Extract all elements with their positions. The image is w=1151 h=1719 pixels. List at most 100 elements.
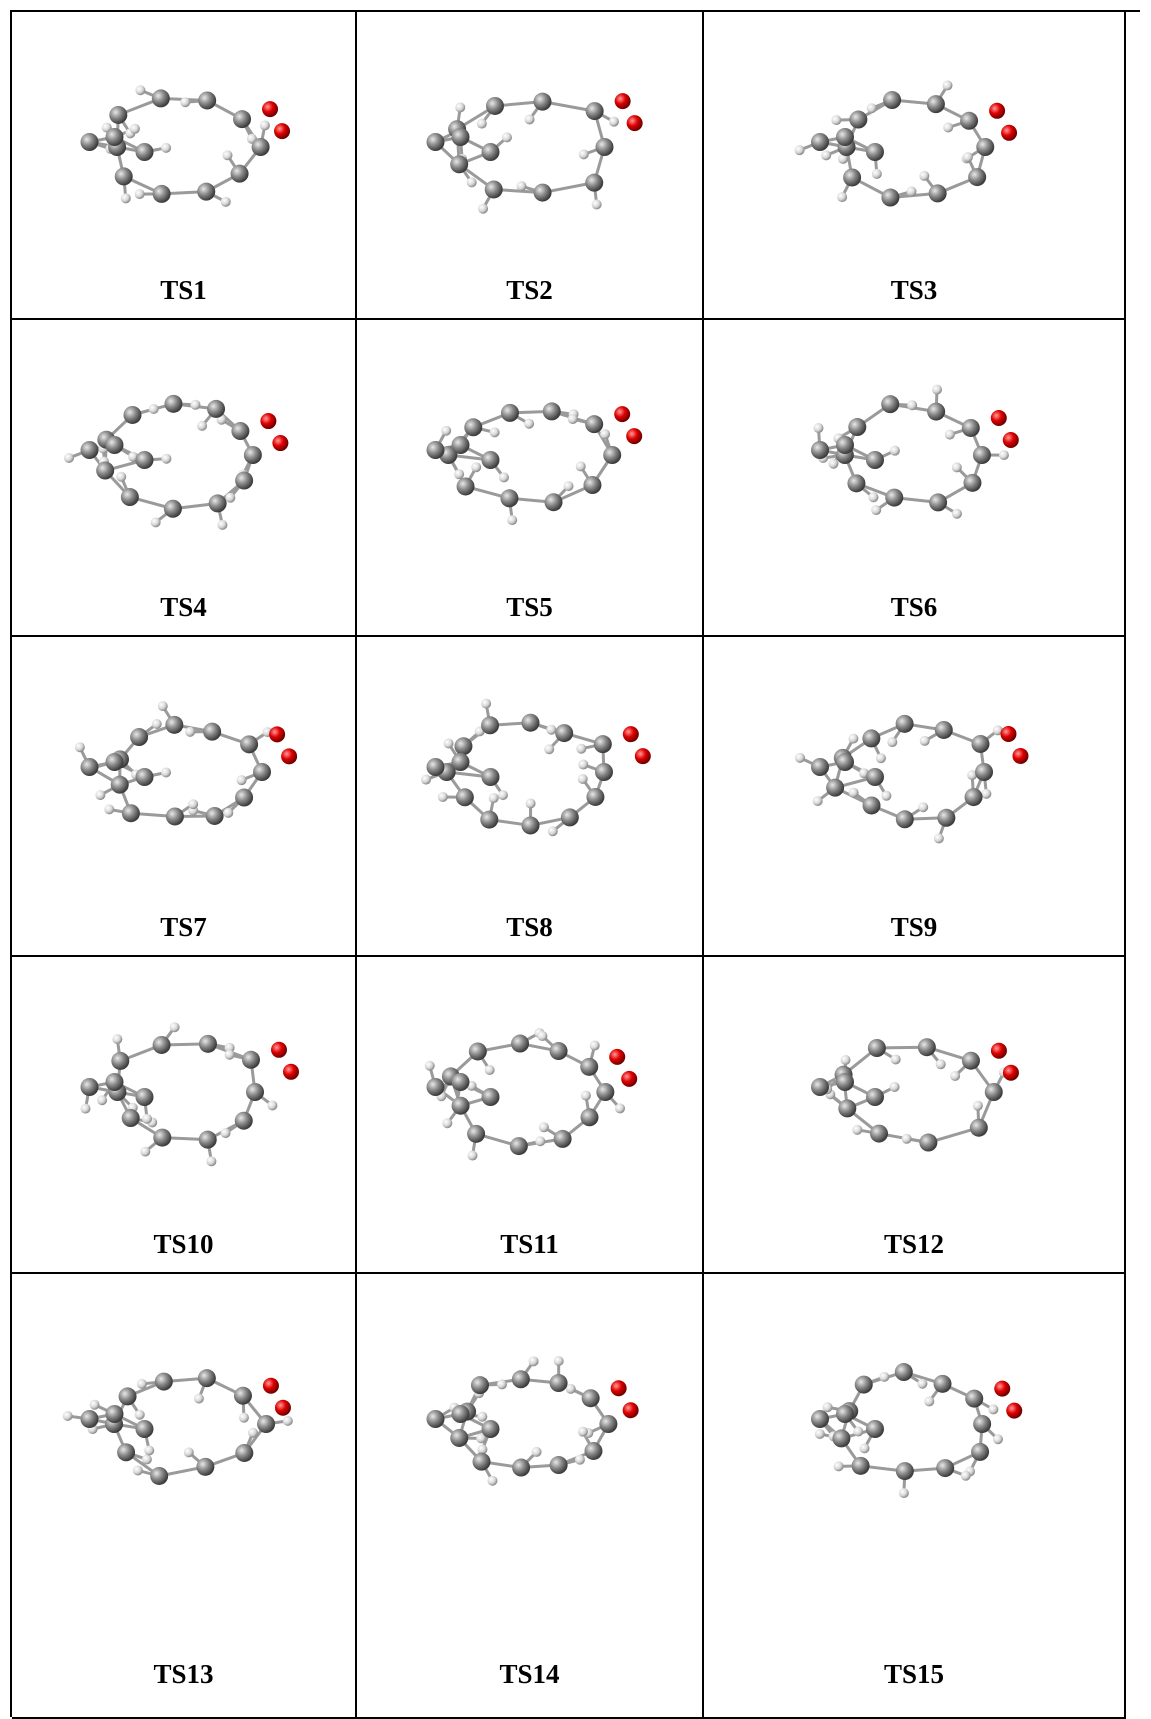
- carbon-atom: [117, 1443, 135, 1461]
- carbon-atom: [586, 102, 604, 120]
- hydrogen-atom: [907, 186, 917, 196]
- carbon-atom: [973, 1415, 991, 1433]
- carbon-atom: [836, 1073, 854, 1091]
- carbon-atom: [550, 1456, 568, 1474]
- carbon-atom: [838, 1099, 856, 1117]
- oxygen-atom: [281, 748, 297, 764]
- carbon-atom: [881, 189, 899, 207]
- hydrogen-atom: [952, 462, 962, 472]
- carbon-atom: [136, 1420, 154, 1438]
- molecule-structure: [12, 1274, 357, 1719]
- hydrogen-atom: [590, 1041, 600, 1051]
- hydrogen-atom: [260, 120, 270, 130]
- carbon-atom: [166, 807, 184, 825]
- structure-label: TS8: [357, 912, 702, 943]
- hydrogen-atom: [161, 143, 171, 153]
- hydrogen-atom: [223, 808, 233, 818]
- hydrogen-atom: [190, 400, 200, 410]
- hydrogen-atom: [197, 421, 207, 431]
- hydrogen-atom: [918, 802, 928, 812]
- hydrogen-atom: [237, 775, 247, 785]
- hydrogen-atom: [158, 701, 168, 711]
- carbon-atom: [233, 110, 251, 128]
- molecule-structure: [357, 1274, 704, 1719]
- oxygen-atom: [1012, 748, 1028, 764]
- carbon-atom: [150, 1467, 168, 1485]
- carbon-atom: [482, 1088, 500, 1106]
- hydrogen-atom: [813, 796, 823, 806]
- carbon-atom: [555, 724, 573, 742]
- carbon-atom: [121, 488, 139, 506]
- hydrogen-atom: [467, 177, 477, 187]
- hydrogen-atom: [576, 744, 586, 754]
- carbon-atom: [852, 1457, 870, 1475]
- carbon-atom: [543, 402, 561, 420]
- carbon-atom: [500, 489, 518, 507]
- hydrogen-atom: [867, 103, 877, 113]
- hydrogen-atom: [455, 102, 465, 112]
- carbon-atom: [584, 1442, 602, 1460]
- hydrogen-atom: [75, 742, 85, 752]
- hydrogen-atom: [444, 739, 454, 749]
- molecule-structure: [357, 320, 704, 637]
- carbon-atom: [206, 807, 224, 825]
- carbon-atom: [106, 436, 124, 454]
- carbon-atom: [550, 1374, 568, 1392]
- carbon-atom: [471, 1376, 489, 1394]
- bonds: [436, 411, 613, 520]
- carbon-atom: [976, 138, 994, 156]
- carbon-atom: [862, 729, 880, 747]
- oxygen-atom: [283, 1064, 299, 1080]
- carbon-atom: [153, 1129, 171, 1147]
- oxygen-atom: [623, 1402, 639, 1418]
- carbon-atom: [198, 91, 216, 109]
- carbon-atom: [165, 716, 183, 734]
- carbon-atom: [847, 474, 865, 492]
- carbon-atom: [580, 1058, 598, 1076]
- carbon-atom: [469, 1042, 487, 1060]
- carbon-atom: [209, 494, 227, 512]
- carbon-atom: [868, 1039, 886, 1057]
- hydrogen-atom: [950, 1071, 960, 1081]
- carbon-atom: [811, 758, 829, 776]
- hydrogen-atom: [478, 204, 488, 214]
- hydrogen-atom: [815, 1429, 825, 1439]
- hydrogen-atom: [544, 744, 554, 754]
- hydrogen-atom: [848, 734, 858, 744]
- carbon-atom: [927, 403, 945, 421]
- carbon-atom: [136, 768, 154, 786]
- oxygen-atom: [615, 93, 631, 109]
- table-cell: TS6: [704, 320, 1126, 637]
- hydrogen-atom: [188, 799, 198, 809]
- carbon-atom: [427, 1410, 445, 1428]
- atoms: [421, 699, 651, 837]
- hydrogen-atom: [142, 1454, 152, 1464]
- carbon-atom: [960, 112, 978, 130]
- table-cell: TS4: [12, 320, 357, 637]
- table-cell: TS2: [357, 12, 704, 320]
- carbon-atom: [122, 1109, 140, 1127]
- hydrogen-atom: [97, 1095, 107, 1105]
- carbon-atom: [96, 462, 114, 480]
- carbon-atom: [231, 165, 249, 183]
- carbon-atom: [203, 723, 221, 741]
- hydrogen-atom: [63, 1411, 73, 1421]
- oxygen-atom: [991, 410, 1007, 426]
- molecule-structure: [357, 12, 704, 320]
- hydrogen-atom: [135, 1410, 145, 1420]
- carbon-atom: [585, 174, 603, 192]
- hydrogen-atom: [860, 1443, 870, 1453]
- carbon-atom: [106, 1405, 124, 1423]
- carbon-atom: [581, 1108, 599, 1126]
- hydrogen-atom: [920, 736, 930, 746]
- molecule-structure: [704, 320, 1126, 637]
- hydrogen-atom: [441, 426, 451, 436]
- carbon-atom: [235, 1112, 253, 1130]
- hydrogen-atom: [579, 149, 589, 159]
- table-cell: TS8: [357, 637, 704, 957]
- carbon-atom: [482, 143, 500, 161]
- hydrogen-atom: [823, 1402, 833, 1412]
- structure-label: TS4: [12, 592, 355, 623]
- hydrogen-atom: [821, 150, 831, 160]
- hydrogen-atom: [498, 790, 508, 800]
